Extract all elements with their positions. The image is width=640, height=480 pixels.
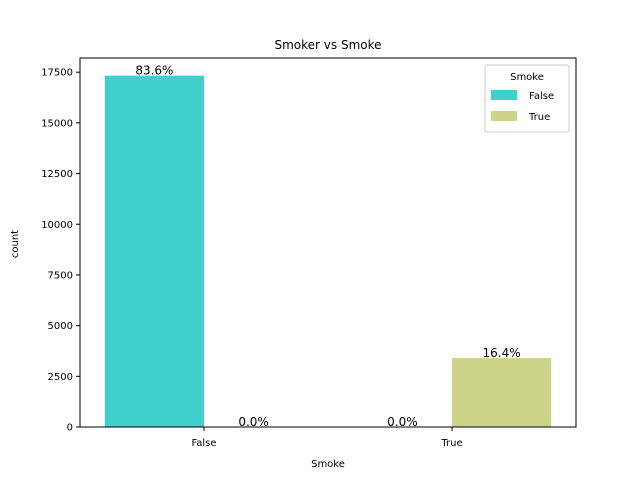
y-tick-label: 10000: [41, 220, 73, 231]
y-tick-label: 15000: [41, 118, 73, 129]
y-tick-label: 0: [67, 423, 73, 434]
x-axis: False True: [191, 427, 463, 449]
bars: [104, 75, 552, 427]
bar-data-label: 16.4%: [483, 346, 521, 360]
bar: [452, 358, 552, 427]
legend-entry-label: False: [529, 91, 554, 102]
x-axis-label: Smoke: [311, 459, 345, 470]
plot-frame: [79, 57, 577, 428]
y-axis-label: count: [10, 230, 21, 258]
y-tick-label: 5000: [48, 321, 73, 332]
legend-swatch: [491, 90, 517, 100]
bar-data-label: 83.6%: [135, 64, 173, 78]
y-tick-label: 12500: [41, 169, 73, 180]
x-tick-label: True: [440, 438, 462, 449]
y-tick-label: 17500: [41, 68, 73, 79]
legend-swatch: [491, 111, 517, 121]
y-tick-label: 2500: [48, 372, 73, 383]
data-labels: 83.6% 0.0% 0.0% 16.4%: [135, 64, 520, 429]
bar-data-label: 0.0%: [387, 415, 418, 429]
x-tick-label: False: [191, 438, 216, 449]
legend: Smoke False True: [484, 64, 570, 133]
chart-title: Smoker vs Smoke: [274, 38, 381, 52]
y-tick-label: 7500: [48, 270, 73, 281]
bar-data-label: 0.0%: [238, 415, 269, 429]
bar: [104, 75, 204, 427]
legend-entry-label: True: [528, 112, 550, 123]
y-axis: 0 2500 5000 7500 10000 12500 15000 17500: [41, 68, 80, 434]
legend-title: Smoke: [510, 72, 544, 83]
